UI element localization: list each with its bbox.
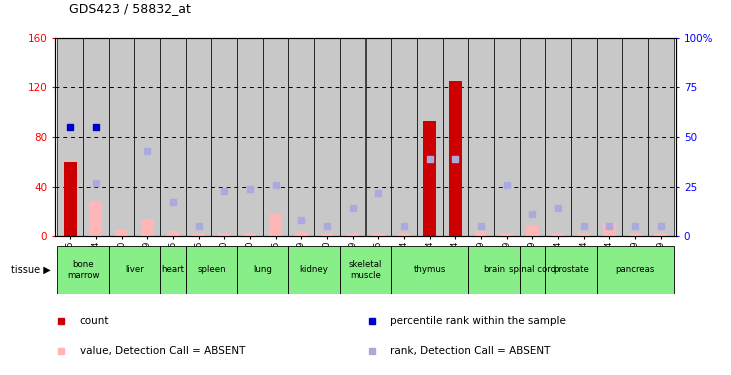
Text: lung: lung <box>254 266 272 274</box>
Text: brain: brain <box>482 266 505 274</box>
Bar <box>577 232 590 236</box>
Bar <box>295 231 308 236</box>
Bar <box>218 232 231 236</box>
Bar <box>135 38 160 236</box>
Bar <box>89 201 102 236</box>
Bar <box>520 38 545 236</box>
Bar <box>160 38 186 236</box>
Bar <box>520 246 545 294</box>
Bar <box>186 38 211 236</box>
Bar <box>167 231 179 236</box>
Bar <box>423 121 436 236</box>
Bar <box>289 246 340 294</box>
Bar <box>141 219 154 236</box>
Text: heart: heart <box>162 266 184 274</box>
Bar <box>603 224 616 236</box>
Text: pancreas: pancreas <box>616 266 655 274</box>
Bar <box>545 246 596 294</box>
Text: count: count <box>80 316 109 326</box>
Bar <box>83 38 109 236</box>
Bar <box>366 38 391 236</box>
Bar <box>654 232 667 236</box>
Bar <box>64 162 77 236</box>
Bar <box>237 38 263 236</box>
Bar <box>314 38 340 236</box>
Bar <box>160 246 186 294</box>
Text: skeletal
muscle: skeletal muscle <box>349 260 382 280</box>
Text: spleen: spleen <box>197 266 226 274</box>
Bar <box>468 38 494 236</box>
Bar <box>468 246 520 294</box>
Bar <box>186 246 237 294</box>
Text: percentile rank within the sample: percentile rank within the sample <box>390 316 567 326</box>
Bar <box>340 38 366 236</box>
Bar <box>526 226 539 236</box>
Text: spinal cord: spinal cord <box>509 266 556 274</box>
Text: value, Detection Call = ABSENT: value, Detection Call = ABSENT <box>80 346 245 356</box>
Bar <box>596 38 622 236</box>
Bar <box>237 246 289 294</box>
Bar <box>622 38 648 236</box>
Bar <box>243 232 257 236</box>
Bar <box>372 232 385 236</box>
Bar <box>648 38 673 236</box>
Text: GDS423 / 58832_at: GDS423 / 58832_at <box>69 2 192 15</box>
Bar <box>391 38 417 236</box>
Bar <box>115 230 128 236</box>
Bar <box>545 38 571 236</box>
Text: kidney: kidney <box>300 266 329 274</box>
Bar <box>340 246 391 294</box>
Bar <box>629 232 642 236</box>
Bar <box>442 38 468 236</box>
Bar <box>398 232 410 236</box>
Bar <box>192 232 205 236</box>
Bar <box>58 38 83 236</box>
Bar <box>552 232 564 236</box>
Bar <box>109 246 160 294</box>
Bar <box>474 231 488 236</box>
Bar <box>500 232 513 236</box>
Text: bone
marrow: bone marrow <box>67 260 99 280</box>
Bar <box>211 38 237 236</box>
Bar <box>391 246 468 294</box>
Bar <box>263 38 289 236</box>
Text: rank, Detection Call = ABSENT: rank, Detection Call = ABSENT <box>390 346 550 356</box>
Bar <box>417 38 442 236</box>
Text: tissue ▶: tissue ▶ <box>12 265 51 275</box>
Bar <box>494 38 520 236</box>
Bar <box>449 81 462 236</box>
Text: prostate: prostate <box>553 266 589 274</box>
Text: thymus: thymus <box>414 266 446 274</box>
Bar <box>596 246 673 294</box>
Bar <box>58 246 109 294</box>
Bar <box>109 38 135 236</box>
Bar <box>571 38 596 236</box>
Bar <box>321 232 333 236</box>
Text: liver: liver <box>125 266 144 274</box>
Bar <box>289 38 314 236</box>
Bar <box>269 214 282 236</box>
Bar <box>346 232 359 236</box>
